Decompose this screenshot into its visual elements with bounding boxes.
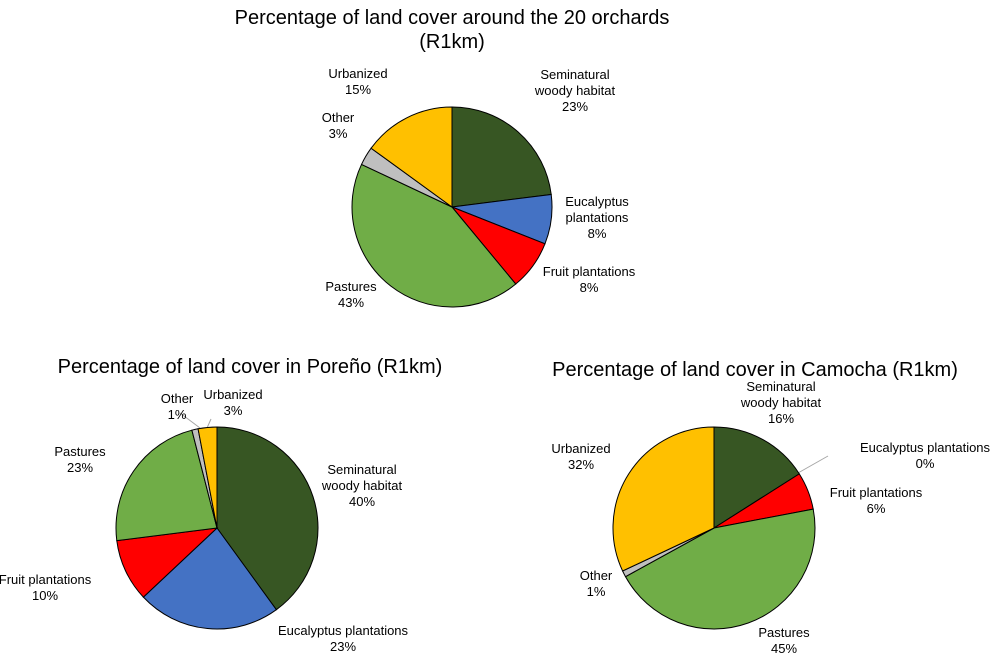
category-label: Seminatural woody habitat: [321, 462, 403, 493]
category-label: Pastures: [54, 444, 106, 459]
value-label: 1%: [167, 407, 187, 422]
value-label: 40%: [348, 494, 376, 509]
slice-label: Eucalyptus plantations 8%: [557, 194, 637, 242]
slice-label: Fruit plantations 8%: [519, 264, 659, 296]
category-label: Eucalyptus plantations: [277, 623, 409, 638]
pie-slice: [713, 426, 800, 529]
category-label: Urbanized: [328, 66, 388, 81]
value-label: 8%: [587, 226, 607, 241]
category-label: Seminatural woody habitat: [534, 67, 616, 98]
value-label: 45%: [770, 641, 798, 656]
category-label: Urbanized: [203, 387, 263, 402]
pie-slice: [351, 163, 517, 308]
category-label: Fruit plantations: [542, 264, 636, 279]
pie-slice: [197, 426, 218, 529]
chart-title: Percentage of land cover in Camocha (R1k…: [552, 359, 958, 381]
category-label: Seminatural woody habitat: [740, 379, 822, 410]
slice-label: Other 1%: [571, 568, 621, 600]
slice-label: Fruit plantations 10%: [0, 572, 100, 604]
slice-label: Other 1%: [152, 391, 202, 423]
slice-label: Seminatural woody habitat 40%: [312, 462, 412, 510]
slice-label: Seminatural woody habitat 23%: [525, 67, 625, 115]
category-label: Urbanized: [551, 441, 611, 456]
slice-label: Eucalyptus plantations 0%: [840, 440, 1006, 472]
value-label: 3%: [328, 126, 348, 141]
slice-label: Urbanized 3%: [198, 387, 268, 419]
value-label: 6%: [866, 501, 886, 516]
pie-slice: [612, 426, 715, 572]
leader-line: [206, 418, 212, 429]
value-label: 8%: [579, 280, 599, 295]
slice-label: Pastures 23%: [40, 444, 120, 476]
value-label: 1%: [586, 584, 606, 599]
category-label: Eucalyptus plantations: [859, 440, 991, 455]
category-label: Eucalyptus plantations: [565, 194, 629, 225]
pie-slice: [370, 106, 453, 208]
slice-label: Urbanized 32%: [541, 441, 621, 473]
value-label: 0%: [915, 456, 935, 471]
category-label: Other: [579, 568, 613, 583]
slice-label: Pastures 45%: [744, 625, 824, 657]
pie-slice: [142, 527, 278, 630]
category-label: Fruit plantations: [0, 572, 92, 587]
value-label: 32%: [567, 457, 595, 472]
pie-slice: [115, 429, 218, 542]
value-label: 15%: [344, 82, 372, 97]
category-label: Other: [321, 110, 355, 125]
chart-title: Percentage of land cover in Poreño (R1km…: [57, 356, 443, 378]
value-label: 16%: [767, 411, 795, 426]
category-label: Pastures: [758, 625, 810, 640]
category-label: Fruit plantations: [829, 485, 923, 500]
slice-label: Fruit plantations 6%: [816, 485, 936, 517]
slice-label: Other 3%: [308, 110, 368, 142]
category-label: Other: [160, 391, 194, 406]
value-label: 10%: [31, 588, 59, 603]
pie-slice: [216, 426, 319, 611]
leader-line: [179, 412, 201, 429]
slice-label: Seminatural woody habitat 16%: [731, 379, 831, 427]
pie-slice: [451, 106, 552, 208]
slice-label: Eucalyptus plantations 23%: [258, 623, 428, 655]
category-label: Pastures: [325, 279, 377, 294]
pie-slice: [624, 508, 816, 630]
slice-label: Pastures 43%: [311, 279, 391, 311]
slice-label: Urbanized 15%: [318, 66, 398, 98]
value-label: 23%: [561, 99, 589, 114]
value-label: 23%: [66, 460, 94, 475]
leader-line: [797, 455, 829, 474]
value-label: 3%: [223, 403, 243, 418]
value-label: 23%: [329, 639, 357, 654]
value-label: 43%: [337, 295, 365, 310]
chart-title: Percentage of land cover around the 20 o…: [234, 7, 670, 53]
